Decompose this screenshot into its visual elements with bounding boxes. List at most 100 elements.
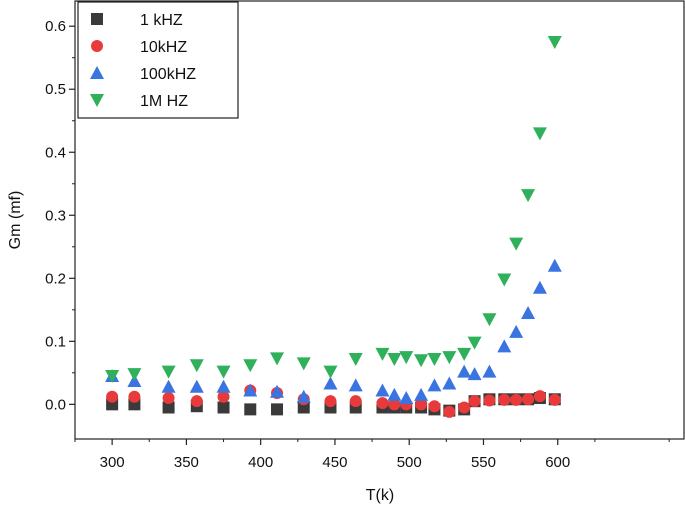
data-point [532, 280, 547, 294]
x-tick-label: 450 [322, 454, 347, 471]
data-point [348, 378, 363, 392]
data-point [375, 347, 390, 361]
data-point [323, 376, 338, 390]
data-point [106, 390, 119, 403]
data-point [468, 395, 481, 408]
data-point [399, 351, 414, 365]
data-point [324, 395, 337, 408]
data-point [270, 352, 285, 366]
data-point [427, 378, 442, 392]
data-point [189, 379, 204, 393]
data-point [482, 313, 497, 327]
data-point [244, 403, 257, 416]
data-point [161, 365, 176, 379]
legend-label: 100kHZ [140, 66, 196, 83]
axis-tick-labels: 300 350 400 450 500 550 600 0.0 0.1 0.2 0.3 0.4 0.5 0… [45, 18, 570, 471]
legend: 1 kHZ 10kHZ 100kHZ 1M HZ [77, 1, 239, 119]
y-tick-label: 0.4 [45, 144, 66, 161]
legend-label: 10kHZ [140, 39, 187, 56]
data-point [428, 400, 441, 413]
series-2 [105, 258, 562, 405]
y-tick-label: 0.5 [45, 81, 66, 98]
data-point [243, 359, 258, 373]
x-tick-label: 350 [174, 454, 199, 471]
data-point [483, 394, 496, 407]
data-points [105, 35, 562, 418]
data-point [498, 393, 511, 406]
y-axis-label: Gm (mf) [7, 191, 24, 250]
data-point [323, 365, 338, 379]
legend-marker [91, 13, 103, 25]
x-tick-label: 400 [248, 454, 273, 471]
data-point [443, 405, 456, 418]
x-axis-label: T(k) [366, 487, 394, 504]
data-point [189, 359, 204, 373]
data-point [415, 398, 428, 411]
data-point [533, 390, 546, 403]
data-point [510, 393, 523, 406]
data-point [442, 351, 457, 365]
legend-label: 1M HZ [140, 93, 188, 110]
data-point [271, 403, 284, 416]
legend-marker [91, 40, 103, 52]
data-point [216, 379, 231, 393]
data-point [509, 324, 524, 338]
plot-frame [74, 0, 685, 440]
data-point [270, 384, 285, 398]
data-point [532, 127, 547, 141]
data-point [442, 376, 457, 390]
data-point [105, 369, 120, 383]
legend-marker [90, 66, 104, 79]
y-tick-label: 0.1 [45, 333, 66, 350]
data-point [414, 354, 429, 368]
data-point [399, 391, 414, 405]
data-point [467, 367, 482, 381]
data-point [387, 387, 402, 401]
data-point [128, 390, 141, 403]
data-point [348, 352, 363, 366]
data-point [457, 347, 472, 361]
data-point [427, 352, 442, 366]
data-point [296, 389, 311, 403]
data-point [127, 368, 142, 382]
legend-label: 1 kHZ [140, 12, 183, 29]
data-point [509, 237, 524, 251]
data-point [521, 305, 536, 319]
data-point [216, 365, 231, 379]
data-point [217, 390, 230, 403]
legend-box [77, 1, 239, 119]
data-point [521, 189, 536, 203]
axis-ticks [69, 25, 670, 445]
y-tick-label: 0.6 [45, 18, 66, 35]
data-point [414, 387, 429, 401]
y-tick-label: 0.3 [45, 207, 66, 224]
data-point [349, 395, 362, 408]
data-point [162, 401, 175, 414]
data-point [161, 379, 176, 393]
data-point [547, 35, 562, 49]
data-point [457, 364, 472, 378]
data-point [217, 401, 230, 414]
data-point [296, 357, 311, 371]
x-tick-label: 550 [471, 454, 496, 471]
y-tick-label: 0.0 [45, 396, 66, 413]
data-point [548, 393, 561, 406]
data-point [458, 401, 471, 414]
data-point [547, 258, 562, 272]
data-point [387, 352, 402, 366]
data-point [467, 336, 482, 350]
data-point [162, 392, 175, 405]
x-tick-label: 600 [545, 454, 570, 471]
x-tick-label: 300 [100, 454, 125, 471]
data-point [497, 273, 512, 287]
legend-marker [90, 94, 104, 107]
data-point [522, 393, 535, 406]
x-tick-label: 500 [397, 454, 422, 471]
data-point [375, 383, 390, 397]
data-point [482, 364, 497, 378]
data-point [190, 395, 203, 408]
data-point [376, 397, 389, 410]
data-point [388, 398, 401, 411]
legend-items: 1 kHZ 10kHZ 100kHZ 1M HZ [90, 12, 196, 110]
